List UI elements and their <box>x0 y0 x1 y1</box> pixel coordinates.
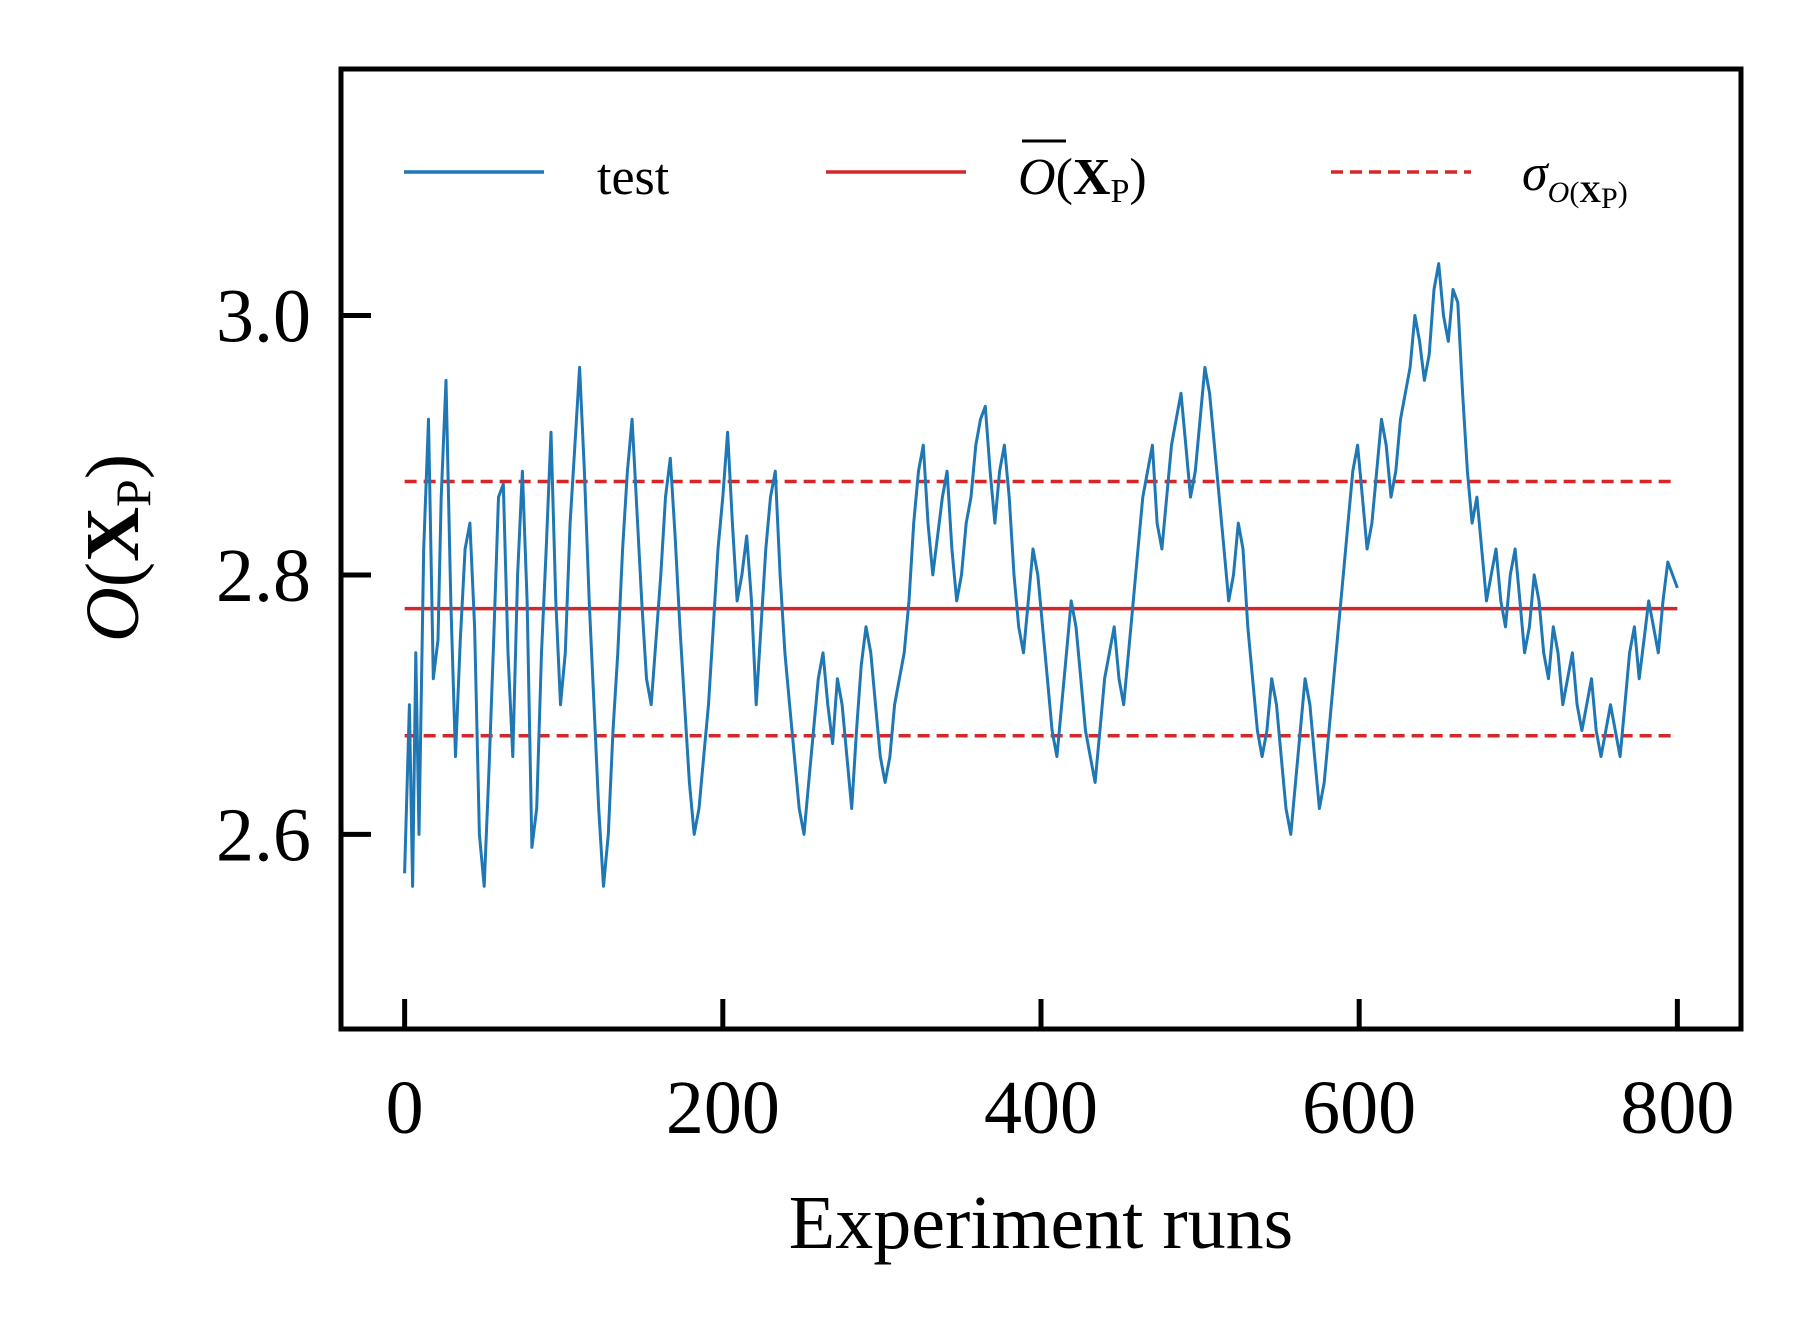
test-series-line <box>403 262 1679 888</box>
x-tick-label: 200 <box>666 1066 780 1150</box>
ticks-layer: 0 200 400 600 800 2.6 2.8 3.0 <box>216 274 1734 1150</box>
x-tick-label: 800 <box>1620 1066 1734 1150</box>
legend: test O(XP) σO(XP) <box>404 139 1628 215</box>
x-tick-label: 600 <box>1302 1066 1416 1150</box>
plot-frame <box>338 66 1744 1032</box>
legend-sigma-label: σO(XP) <box>1522 145 1628 215</box>
y-tick-label: 2.8 <box>216 534 311 618</box>
lines-layer <box>403 262 1679 888</box>
x-tick-label: 400 <box>984 1066 1098 1150</box>
y-tick-label: 2.6 <box>216 793 311 877</box>
legend-test-label: test <box>597 149 670 206</box>
x-axis-title: Experiment runs <box>789 1181 1293 1265</box>
y-axis-title: O(XP) <box>71 454 161 642</box>
y-tick-label: 3.0 <box>216 274 311 358</box>
x-tick-label: 0 <box>386 1066 424 1150</box>
legend-mean-label: O(XP) <box>1018 149 1147 210</box>
